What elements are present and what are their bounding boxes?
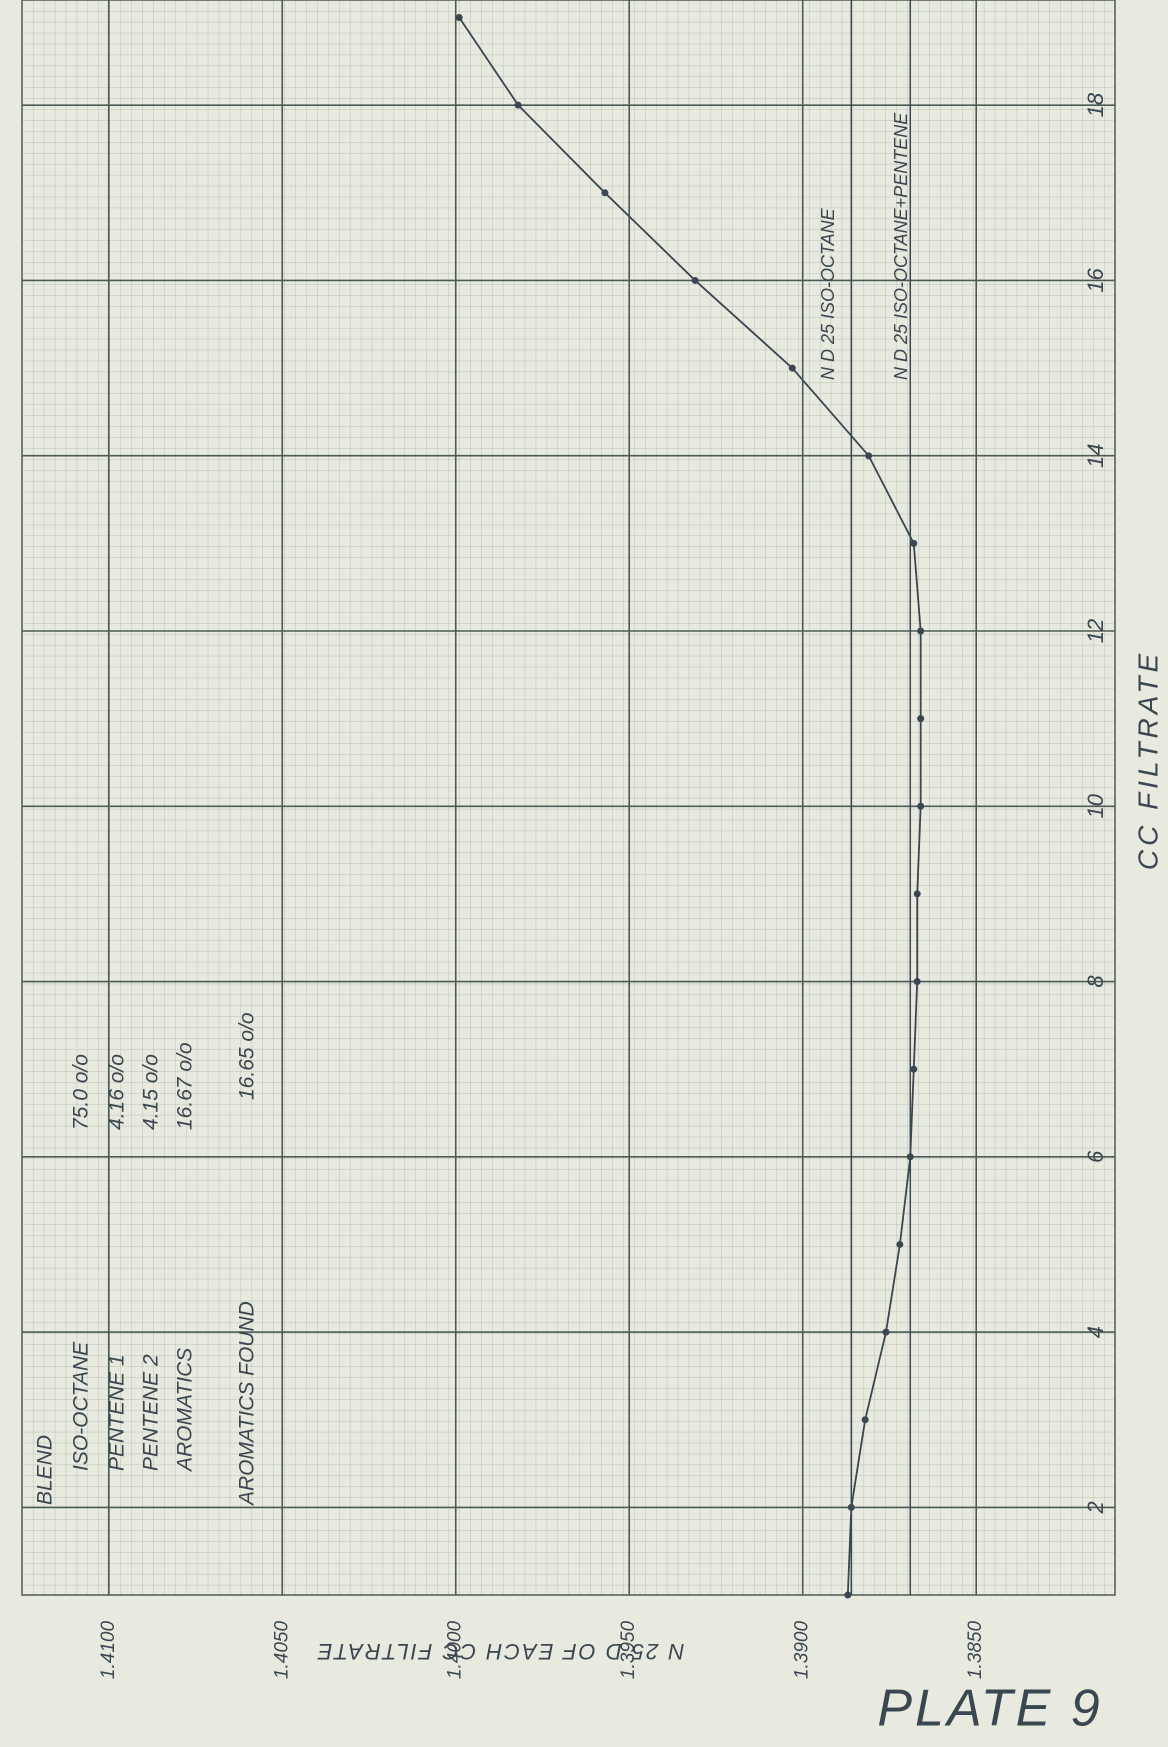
data-point bbox=[910, 540, 917, 547]
data-point bbox=[844, 1592, 851, 1599]
x-tick-label: 14 bbox=[1083, 443, 1108, 467]
chart: 1.41001.40501.40001.39501.39001.38502468… bbox=[0, 0, 1168, 1747]
x-tick-label: 18 bbox=[1083, 92, 1108, 117]
data-point bbox=[848, 1504, 855, 1511]
blend-name: PENTENE 1 bbox=[106, 1354, 129, 1471]
reference-label: N D 25 ISO-OCTANE+PENTENE bbox=[891, 112, 911, 380]
blend-value: 4.15 o/o bbox=[140, 1054, 163, 1130]
data-point bbox=[601, 189, 608, 196]
data-point bbox=[862, 1416, 869, 1423]
x-tick-label: 16 bbox=[1083, 267, 1108, 292]
data-point bbox=[692, 277, 699, 284]
plate-title: PLATE 9 bbox=[877, 1680, 1102, 1738]
page: 1.41001.40501.40001.39501.39001.38502468… bbox=[0, 0, 1168, 1747]
data-point bbox=[910, 1066, 917, 1073]
y-tick-label: 1.3900 bbox=[792, 1621, 813, 1680]
blend-value: 16.65 o/o bbox=[236, 1012, 259, 1100]
blend-title: BLEND bbox=[34, 1435, 57, 1505]
data-point bbox=[882, 1329, 889, 1336]
y-tick-label: 1.4050 bbox=[271, 1621, 292, 1680]
blend-value: 4.16 o/o bbox=[106, 1054, 129, 1130]
blend-value: 75.0 o/o bbox=[70, 1054, 93, 1130]
x-tick-label: 8 bbox=[1083, 975, 1108, 988]
data-point bbox=[917, 803, 924, 810]
blend-name: AROMATICS FOUND bbox=[236, 1301, 259, 1507]
x-tick-label: 4 bbox=[1083, 1326, 1108, 1338]
y-tick-label: 1.4100 bbox=[98, 1621, 119, 1680]
data-point bbox=[896, 1241, 903, 1248]
data-point bbox=[917, 627, 924, 634]
data-point bbox=[789, 365, 796, 372]
data-point bbox=[865, 452, 872, 459]
x-tick-label: 10 bbox=[1083, 793, 1108, 818]
blend-name: AROMATICS bbox=[174, 1348, 197, 1473]
x-axis-title: CC FILTRATE bbox=[1132, 650, 1163, 870]
blend-name: PENTENE 2 bbox=[140, 1354, 163, 1471]
data-point bbox=[456, 14, 463, 21]
data-point bbox=[914, 978, 921, 985]
data-point bbox=[917, 715, 924, 722]
x-tick-label: 6 bbox=[1083, 1150, 1108, 1163]
x-tick-label: 12 bbox=[1083, 619, 1108, 643]
data-point bbox=[914, 890, 921, 897]
reference-label: N D 25 ISO-OCTANE bbox=[818, 207, 838, 380]
y-axis-title: N 25 D OF EACH CC FILTRATE bbox=[316, 1639, 685, 1664]
x-tick-label: 2 bbox=[1083, 1501, 1108, 1514]
blend-value: 16.67 o/o bbox=[174, 1042, 197, 1130]
y-tick-label: 1.3850 bbox=[965, 1621, 986, 1680]
data-point bbox=[907, 1153, 914, 1160]
blend-name: ISO-OCTANE bbox=[70, 1341, 93, 1471]
data-point bbox=[515, 102, 522, 109]
